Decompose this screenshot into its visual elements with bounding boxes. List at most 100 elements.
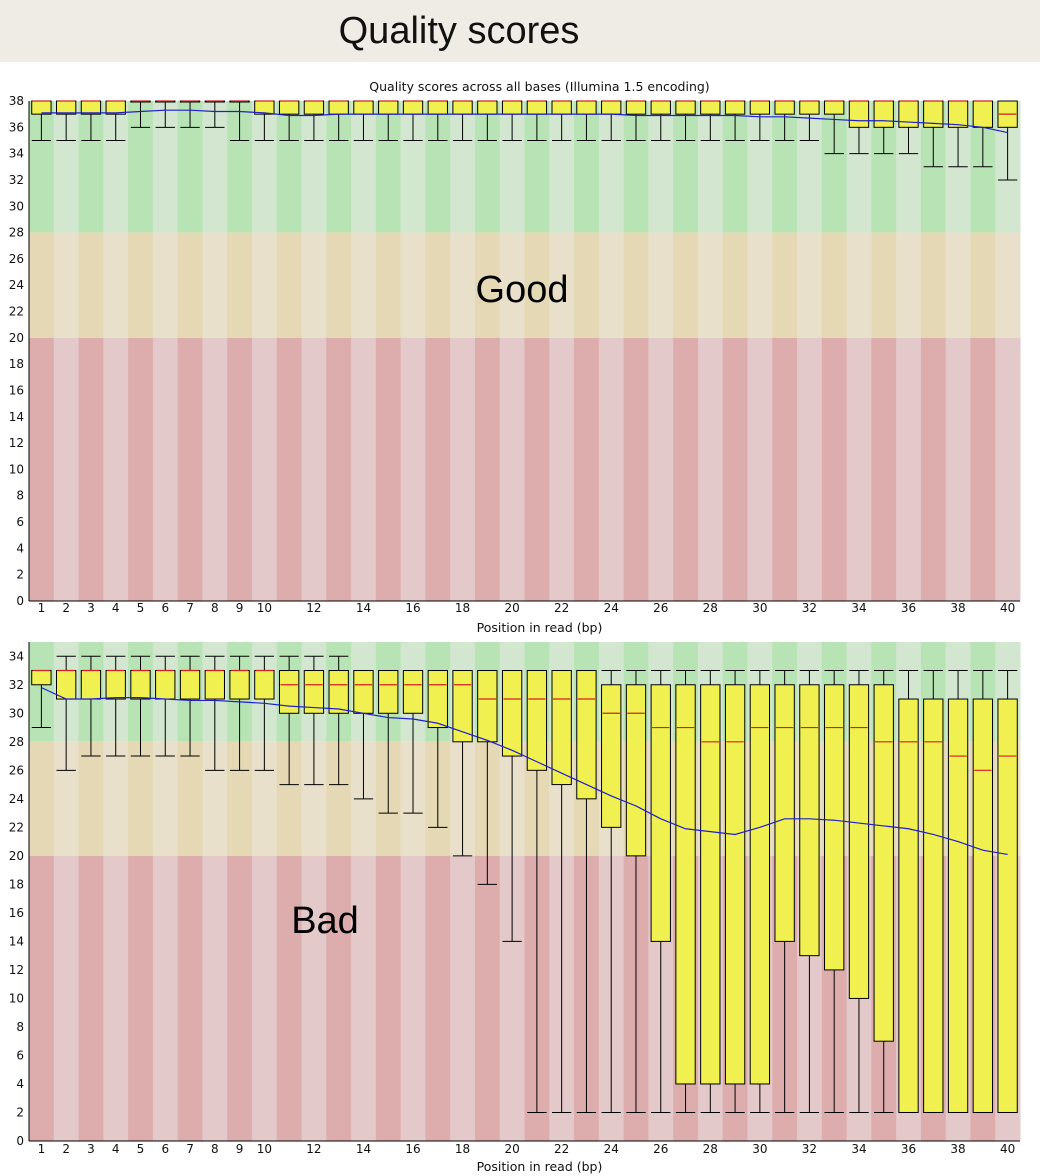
- good-band-bad-1: [29, 337, 55, 601]
- good-box-28: [700, 100, 721, 115]
- good-box-1: [31, 100, 52, 115]
- bad-y-tick-label: 12: [9, 963, 24, 977]
- bad-box-21: [526, 670, 548, 771]
- bad-y-tick-label: 34: [9, 649, 24, 663]
- good-band-bad-9: [227, 337, 253, 601]
- bad-y-tick-label: 26: [9, 763, 24, 777]
- good-box-13: [328, 100, 349, 115]
- good-x-tick-label: 7: [186, 601, 194, 615]
- header-band: [0, 0, 1040, 62]
- bad-x-tick-label: 26: [653, 1142, 668, 1156]
- good-x-tick-label: 22: [554, 601, 569, 615]
- good-band-bad-18: [450, 337, 476, 601]
- good-band-mid-14: [351, 232, 377, 338]
- bad-y-tick-label: 0: [16, 1134, 24, 1148]
- good-band-bad-40: [995, 337, 1021, 601]
- bad-box-6: [155, 670, 176, 700]
- good-box-33: [824, 100, 845, 115]
- good-x-axis-label: Position in read (bp): [477, 620, 603, 635]
- bad-box-33: [824, 684, 845, 971]
- bad-y-tick-label: 16: [9, 906, 24, 920]
- bad-box-19: [477, 670, 498, 743]
- good-box-12: [303, 100, 325, 115]
- good-band-mid-35: [871, 232, 897, 338]
- bad-box-12: [303, 670, 325, 714]
- good-band-mid-20: [499, 232, 525, 338]
- bad-y-tick-label: 10: [9, 991, 24, 1005]
- good-x-tick-label: 6: [161, 601, 169, 615]
- bad-box-30: [749, 684, 771, 1085]
- good-band-bad-30: [747, 337, 773, 601]
- good-band-bad-27: [673, 337, 699, 601]
- good-y-tick-label: 18: [9, 357, 24, 371]
- bad-band-bad-15: [375, 855, 402, 1141]
- good-x-tick-label: 14: [356, 601, 371, 615]
- good-annotation: Good: [476, 269, 569, 311]
- good-band-bad-3: [78, 337, 104, 601]
- bad-box-10: [254, 670, 275, 700]
- good-box-11: [278, 100, 300, 115]
- good-band-bad-15: [375, 337, 402, 601]
- bad-box-5: [130, 670, 151, 700]
- good-box-31: [774, 100, 795, 115]
- good-band-bad-16: [400, 337, 426, 601]
- bad-box-40: [997, 698, 1018, 1113]
- bad-box-22: [551, 670, 572, 786]
- bad-x-tick-label: 8: [211, 1142, 219, 1156]
- good-box-35: [873, 100, 894, 128]
- bad-band-mid-5: [128, 741, 154, 856]
- good-band-mid-5: [128, 232, 154, 338]
- good-band-bad-2: [53, 337, 80, 601]
- bad-band-bad-6: [152, 855, 179, 1141]
- bad-box-16: [402, 670, 424, 714]
- good-box-39: [972, 100, 993, 128]
- good-band-bad-24: [598, 337, 625, 601]
- bad-y-tick-label: 6: [16, 1048, 24, 1062]
- good-band-mid-32: [797, 232, 823, 338]
- bad-band-bad-2: [53, 855, 80, 1141]
- good-x-tick-label: 9: [236, 601, 244, 615]
- good-band-mid-16: [400, 232, 426, 338]
- good-band-bad-25: [623, 337, 649, 601]
- good-band-bad-7: [177, 337, 203, 601]
- bad-x-tick-label: 16: [405, 1142, 420, 1156]
- bad-box-13: [328, 670, 349, 714]
- good-box-3: [80, 100, 102, 115]
- good-x-tick-label: 26: [653, 601, 668, 615]
- good-box-29: [724, 100, 746, 115]
- bad-band-bad-18: [450, 855, 476, 1141]
- bad-band-mid-4: [103, 741, 129, 856]
- good-x-tick-label: 2: [62, 601, 70, 615]
- good-y-tick-label: 36: [9, 120, 24, 134]
- bad-x-tick-label: 36: [901, 1142, 916, 1156]
- good-band-bad-13: [326, 337, 352, 601]
- good-band-bad-39: [970, 337, 996, 601]
- bad-box-28: [700, 684, 721, 1085]
- good-band-bad-29: [722, 337, 748, 601]
- bad-band-mid-7: [177, 741, 203, 856]
- good-band-bad-14: [351, 337, 377, 601]
- good-x-tick-label: 30: [752, 601, 767, 615]
- good-band-mid-15: [375, 232, 402, 338]
- good-band-bad-34: [846, 337, 872, 601]
- good-band-mid-2: [53, 232, 80, 338]
- good-x-tick-label: 5: [137, 601, 145, 615]
- bad-box-2: [56, 670, 77, 700]
- good-band-bad-32: [797, 337, 823, 601]
- good-band-mid-34: [846, 232, 872, 338]
- good-y-tick-label: 4: [16, 541, 24, 555]
- bad-x-tick-label: 5: [137, 1142, 145, 1156]
- bad-x-tick-label: 24: [604, 1142, 619, 1156]
- good-x-tick-label: 28: [703, 601, 718, 615]
- good-x-tick-label: 20: [504, 601, 519, 615]
- good-y-tick-label: 0: [16, 594, 24, 608]
- bad-annotation: Bad: [291, 900, 359, 942]
- good-band-mid-17: [425, 232, 451, 338]
- bad-band-bad-16: [400, 855, 426, 1141]
- bad-box-29: [724, 684, 746, 1085]
- bad-box-26: [650, 684, 671, 942]
- good-band-bad-11: [276, 337, 303, 601]
